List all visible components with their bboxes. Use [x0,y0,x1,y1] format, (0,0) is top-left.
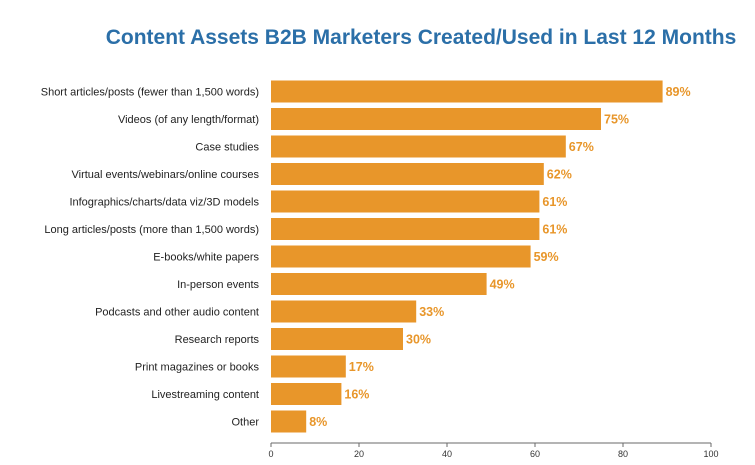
bar [271,245,531,268]
category-label: In-person events [177,279,259,291]
category-label: Livestreaming content [151,389,259,401]
category-label: E-books/white papers [153,252,259,264]
category-label: Case studies [195,142,259,154]
bar [271,355,346,378]
category-label: Virtual events/webinars/online courses [71,169,259,181]
category-label: Research reports [175,334,260,346]
bar [271,190,540,213]
bar [271,300,417,323]
data-label: 16% [344,388,369,402]
x-tick-label: 20 [354,449,364,459]
bar [271,218,540,240]
bar [271,328,403,350]
data-label: 33% [419,305,444,319]
data-label: 61% [542,223,567,237]
data-label: 67% [569,140,594,154]
data-label: 89% [666,85,691,99]
category-label: Other [231,417,259,429]
x-tick-label: 100 [703,449,718,459]
category-label: Podcasts and other audio content [95,307,259,319]
data-label: 17% [349,360,374,374]
x-tick-label: 60 [530,449,540,459]
category-label: Infographics/charts/data viz/3D models [69,197,259,209]
category-label: Print magazines or books [135,362,260,374]
data-label: 75% [604,113,629,127]
data-label: 61% [542,195,567,209]
x-tick-label: 80 [618,449,628,459]
x-tick-label: 0 [268,449,273,459]
bar [271,273,487,295]
data-label: 59% [534,250,559,264]
data-label: 8% [309,415,327,429]
bar [271,383,342,405]
bar [271,410,307,433]
data-label: 30% [406,333,431,347]
x-axis: 0 20 40 60 80 100 [268,442,719,459]
category-label: Short articles/posts (fewer than 1,500 w… [41,87,259,99]
chart-title: Content Assets B2B Marketers Created/Use… [106,26,737,49]
bar [271,80,663,103]
category-label: Long articles/posts (more than 1,500 wor… [44,224,259,236]
bars-layer: Short articles/posts (fewer than 1,500 w… [41,80,691,433]
bar [271,135,566,158]
category-label: Videos (of any length/format) [118,114,259,126]
data-label: 49% [490,278,515,292]
bar [271,163,544,185]
bar [271,108,601,130]
data-label: 62% [547,168,572,182]
x-tick-label: 40 [442,449,452,459]
